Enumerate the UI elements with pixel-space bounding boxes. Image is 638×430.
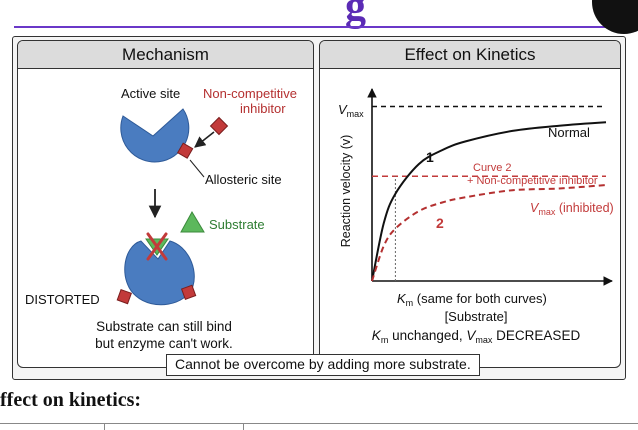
substrate-label: Substrate bbox=[209, 217, 265, 232]
curve-inhibited bbox=[371, 184, 607, 282]
vmax-inhibited-label: Vmax (inhibited) bbox=[530, 201, 614, 217]
allosteric-site bbox=[176, 142, 194, 159]
mechanism-diagram: Active site Non-competitive inhibitor Al… bbox=[25, 86, 297, 351]
curve1-label: Normal bbox=[548, 125, 590, 140]
vmax-label: Vmax bbox=[338, 102, 364, 119]
blocked-x-icon bbox=[146, 232, 168, 261]
curve1-number: 1 bbox=[426, 149, 434, 165]
substrate-molecule bbox=[180, 210, 205, 233]
mechanism-panel: Mechanism Active site Non-competitive in… bbox=[17, 40, 314, 368]
mechanism-caption-line2: but enzyme can't work. bbox=[95, 336, 233, 351]
inhibitor-arrow bbox=[194, 131, 215, 148]
y-axis-label: Reaction velocity (v) bbox=[339, 135, 353, 248]
allosteric-pointer bbox=[189, 159, 205, 178]
distorted-label: DISTORTED bbox=[25, 292, 100, 307]
km-label: Km (same for both curves) bbox=[397, 291, 547, 308]
corner-badge bbox=[592, 0, 638, 34]
allosteric-site-label: Allosteric site bbox=[205, 172, 282, 187]
active-site-label: Active site bbox=[121, 86, 180, 101]
table-top-rule bbox=[0, 423, 638, 424]
inhibitor-molecule bbox=[209, 116, 229, 136]
heading-underline bbox=[14, 26, 626, 28]
inhibitor-label-line1: Non-competitive bbox=[203, 86, 297, 101]
inhibitor-label-line2: inhibitor bbox=[240, 101, 286, 116]
mechanism-title: Mechanism bbox=[18, 41, 313, 69]
kinetics-chart: Reaction velocity (v) Vmax 1 Normal Curv… bbox=[338, 88, 614, 345]
enzyme-top bbox=[120, 108, 190, 163]
curve2-description: + Non-competitive inhibitor bbox=[467, 175, 598, 187]
curve-normal bbox=[371, 121, 607, 282]
curve2-title: Curve 2 bbox=[473, 162, 512, 174]
enzyme-distorted bbox=[124, 240, 195, 306]
table-column-divider bbox=[104, 423, 105, 430]
section-label: ffect on kinetics: bbox=[0, 389, 142, 411]
kinetics-summary: Km unchanged, Vmax DECREASED bbox=[372, 328, 581, 345]
bound-inhibitor-left bbox=[116, 288, 132, 305]
kinetics-title: Effect on Kinetics bbox=[320, 41, 620, 69]
footnote-box: Cannot be overcome by adding more substr… bbox=[166, 354, 480, 376]
x-axis-label: [Substrate] bbox=[445, 309, 508, 324]
curve2-number: 2 bbox=[436, 215, 444, 231]
mechanism-caption-line1: Substrate can still bind bbox=[96, 319, 232, 334]
kinetics-panel: Effect on Kinetics Reaction velocity (v)… bbox=[319, 40, 621, 368]
table-column-divider bbox=[243, 423, 244, 430]
page-heading-fragment: g bbox=[345, 0, 366, 30]
bound-inhibitor-right bbox=[180, 284, 197, 300]
